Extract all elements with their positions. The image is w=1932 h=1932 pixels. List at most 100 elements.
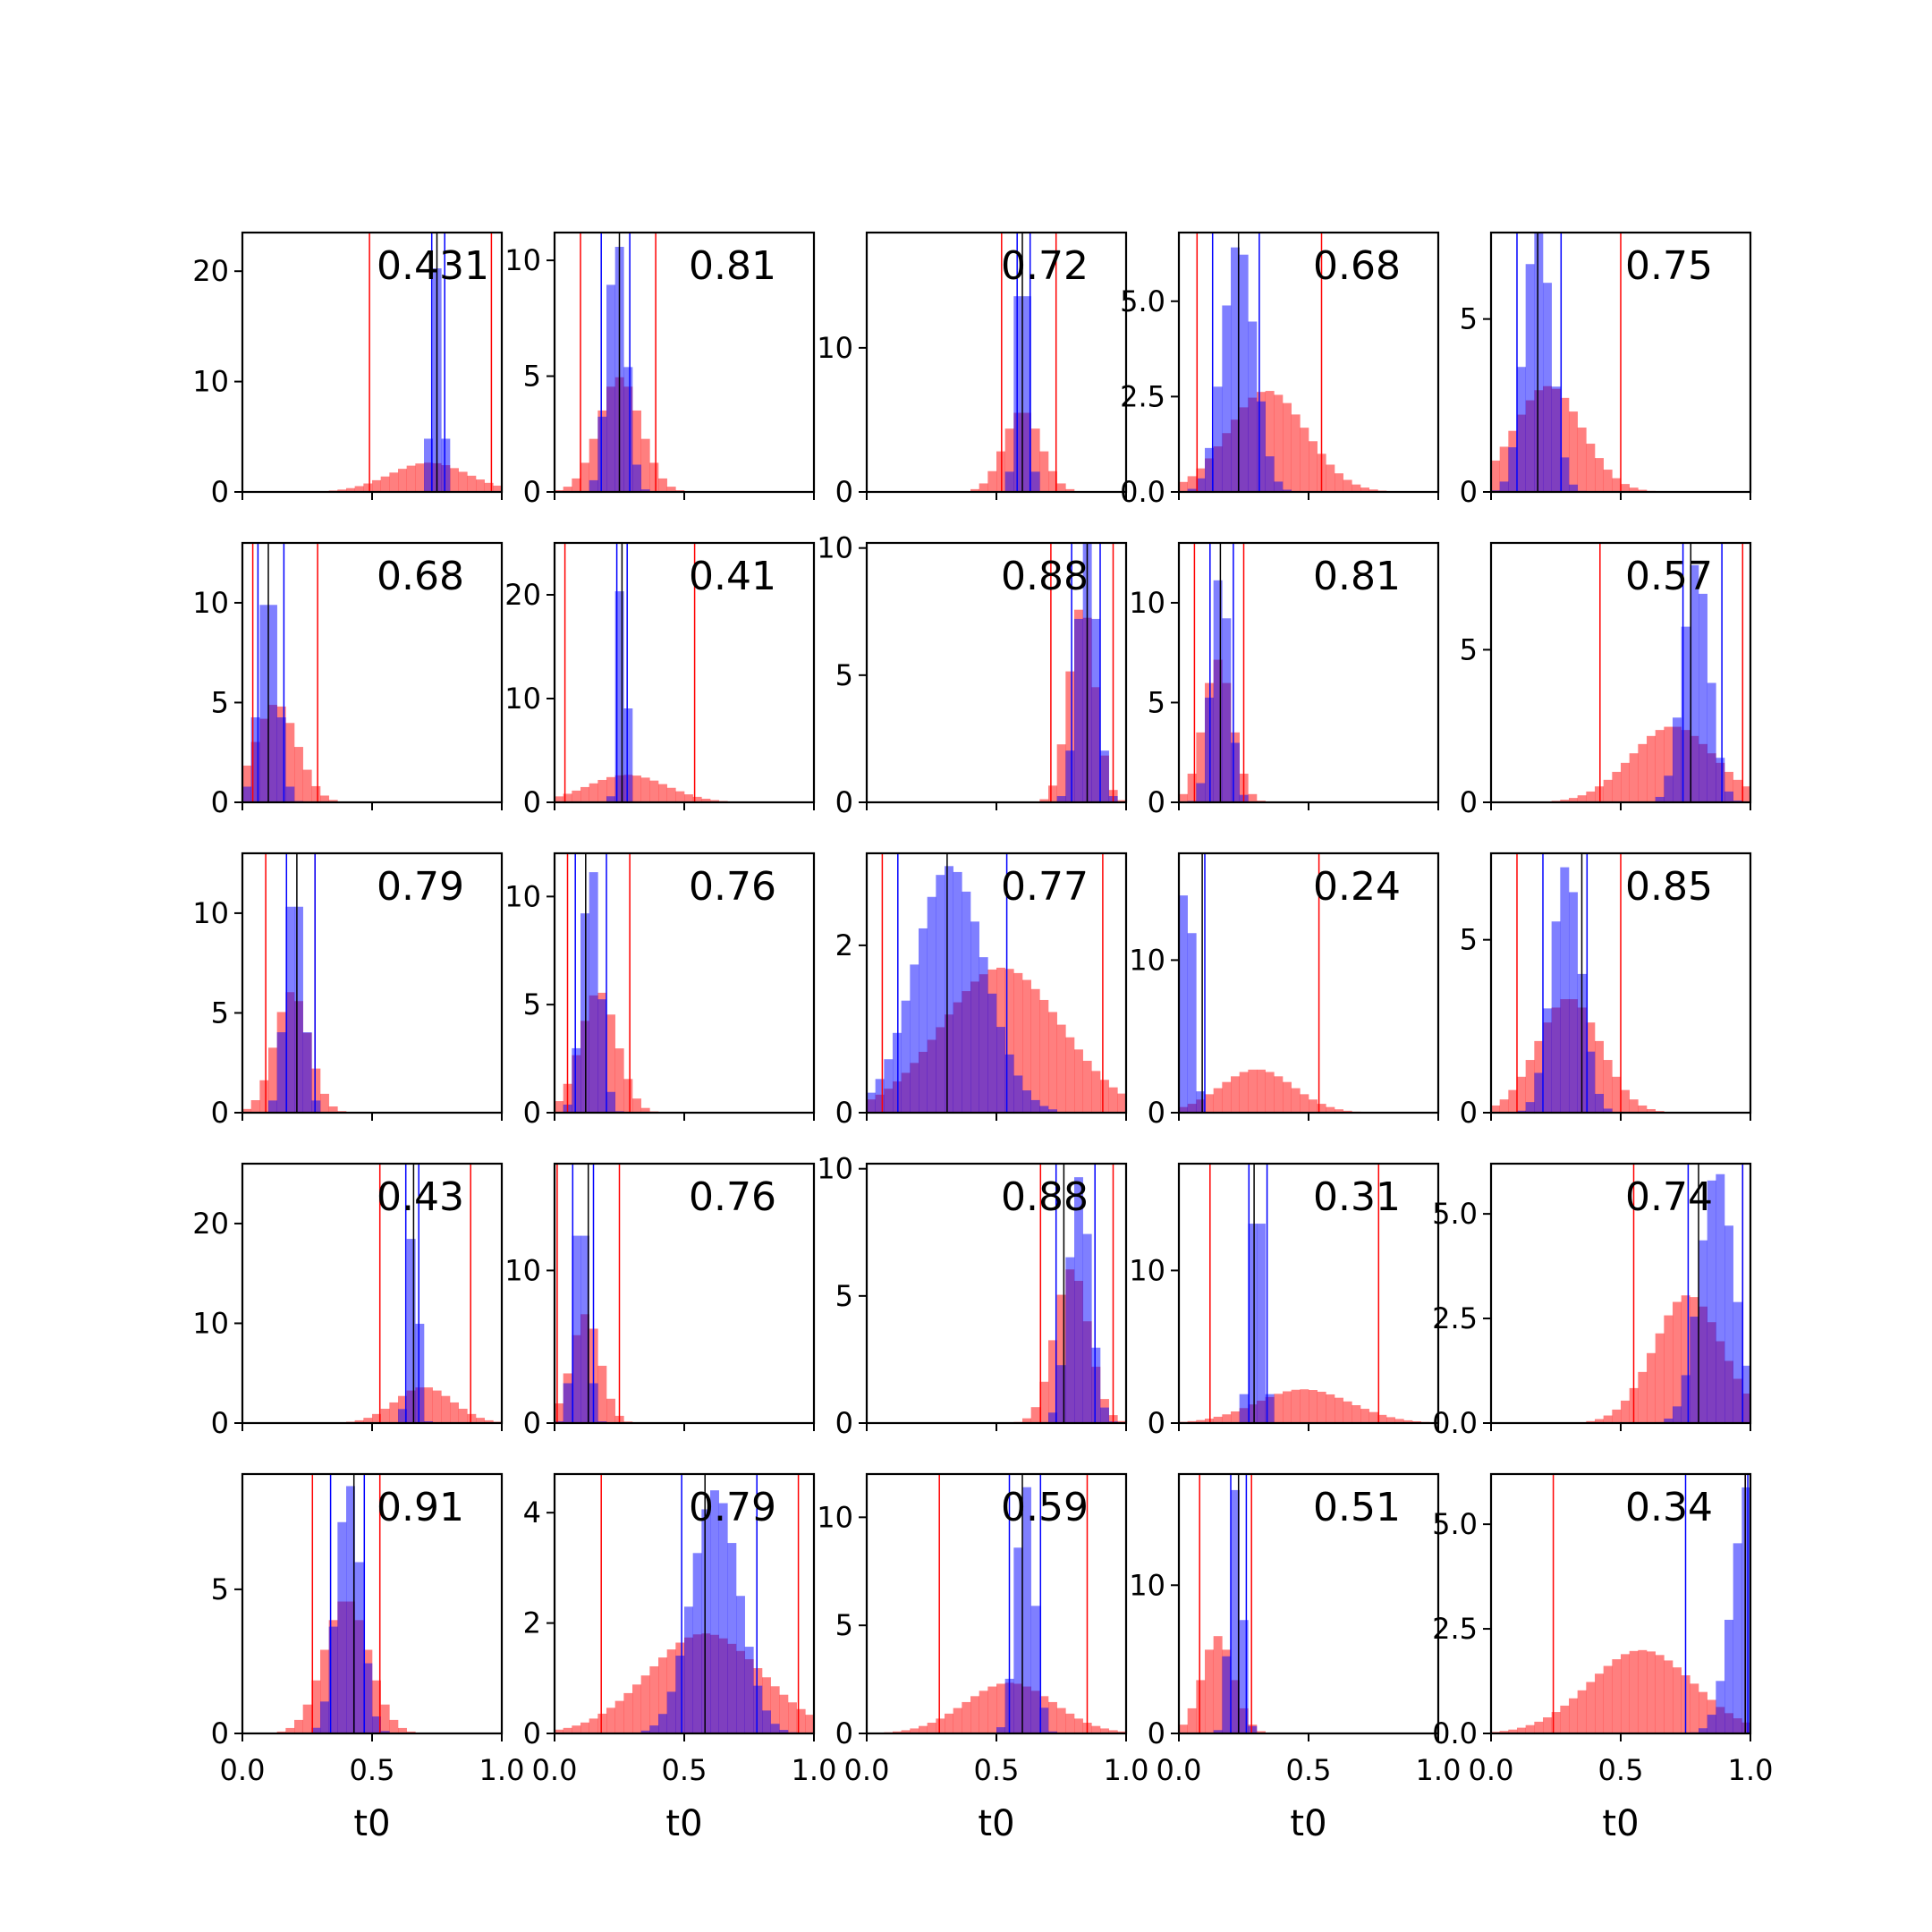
posterior-hist-bar [1022,296,1031,492]
x-axis-label: t0 [665,1803,702,1844]
posterior-hist-bar [1222,618,1232,802]
posterior-hist-bar [406,1239,416,1423]
prior-hist-bar [1595,1040,1604,1113]
prior-hist-bar [1117,1093,1126,1113]
prior-hist-bar [1655,1655,1665,1733]
prior-hist-bar [614,1700,624,1733]
posterior-hist-bar [996,1727,1005,1733]
posterior-hist-bar [1664,775,1674,802]
prior-hist-bar [1629,753,1639,802]
prior-hist-bar [563,793,572,802]
y-tick-label: 10 [504,682,541,716]
prior-hist-bar [580,786,589,802]
y-tick-label: 10 [817,331,853,365]
posterior-hist-bar [936,875,945,1113]
prior-hist-bar [1517,1727,1526,1733]
prior-hist-bar [1039,799,1049,802]
posterior-hist-bar [1213,1730,1223,1733]
prior-hist-bar [1039,1381,1049,1423]
posterior-hist-bar [1257,1224,1266,1423]
prior-hist-bar [1655,1333,1665,1423]
score-annotation: 0.51 [1313,1485,1401,1530]
prior-hist-bar [1117,1731,1126,1733]
posterior-hist-bar [1716,1681,1725,1733]
posterior-hist-bar [753,1685,763,1733]
posterior-hist-bar [1265,456,1275,492]
prior-hist-bar [1291,414,1301,492]
prior-hist-bar [1560,800,1570,802]
y-tick-label: 0 [523,1096,541,1130]
posterior-hist-bar [1048,1412,1057,1423]
prior-hist-bar [970,488,979,492]
prior-hist-bar [779,1694,789,1733]
plot-area [1179,1474,1275,1733]
plot-area [1491,233,1656,492]
prior-hist-bar [1508,1729,1518,1733]
prior-hist-bar [1048,785,1057,802]
posterior-hist-bar [1724,791,1733,802]
prior-hist-bar [1508,1089,1518,1113]
prior-hist-bar [1612,1409,1622,1423]
prior-hist-bar [962,1701,971,1733]
prior-hist-bar [1569,1698,1578,1733]
posterior-hist-bar [1048,1731,1057,1733]
y-tick-label: 20 [192,1207,229,1241]
prior-hist-bar [770,1686,780,1733]
prior-hist-bar [1403,1419,1413,1423]
posterior-hist-bar [1205,697,1214,802]
y-tick-label: 5 [835,1608,853,1642]
prior-hist-bar [1222,1081,1232,1113]
prior-hist-bar [658,784,667,802]
posterior-hist-bar [311,1727,321,1733]
prior-hist-bar [1629,1650,1639,1733]
prior-hist-bar [1673,1301,1682,1423]
prior-hist-bar [614,1048,624,1113]
x-tick-label: 1.0 [1416,1753,1462,1787]
posterior-hist-bar [1039,1106,1049,1113]
prior-hist-bar [970,1696,979,1733]
prior-hist-bar [1560,1705,1570,1733]
prior-hist-bar [1022,979,1031,1113]
prior-hist-bar [606,1014,615,1113]
prior-hist-bar [285,1727,295,1733]
posterior-hist-bar [1681,1375,1690,1423]
x-tick-label: 1.0 [792,1753,837,1787]
posterior-hist-bar [1551,921,1561,1113]
prior-hist-bar [372,479,381,492]
posterior-hist-bar [1004,471,1014,492]
prior-hist-bar [1291,1088,1301,1113]
posterior-hist-bar [649,1725,659,1733]
prior-hist-bar [1248,1069,1258,1113]
subplot-r4-c3: 0 5 10 0.88 [817,1152,1128,1440]
prior-hist-bar [1108,1087,1118,1113]
prior-hist-bar [1673,1667,1682,1733]
posterior-hist-bar [1707,1180,1716,1423]
posterior-hist-bar [1239,1394,1249,1423]
posterior-hist-bar [919,928,928,1113]
prior-hist-bar [979,483,988,492]
prior-hist-bar [632,410,641,492]
prior-hist-bar [450,468,459,492]
posterior-hist-bar [1551,386,1561,492]
score-annotation: 0.431 [377,243,489,289]
prior-hist-bar [1741,786,1750,802]
posterior-hist-bar [1074,618,1083,802]
y-tick-label: 0 [523,1406,541,1440]
prior-hist-bar [658,1657,667,1733]
y-tick-label: 5 [523,360,541,394]
prior-hist-bar [606,776,615,802]
y-tick-label: 5 [835,1279,853,1313]
prior-hist-bar [1724,771,1733,802]
score-annotation: 0.79 [689,1485,776,1530]
prior-hist-bar [910,1728,919,1733]
prior-hist-bar [242,765,251,802]
prior-hist-bar [1352,484,1361,492]
y-tick-label: 0 [211,1096,229,1130]
prior-hist-bar [1586,444,1596,492]
posterior-hist-bar [701,1509,711,1733]
posterior-hist-bar [910,964,919,1113]
prior-hist-bar [589,783,598,802]
posterior-hist-bar [996,1027,1005,1113]
prior-hist-bar [1309,1099,1318,1113]
posterior-hist-bar [1056,796,1066,802]
